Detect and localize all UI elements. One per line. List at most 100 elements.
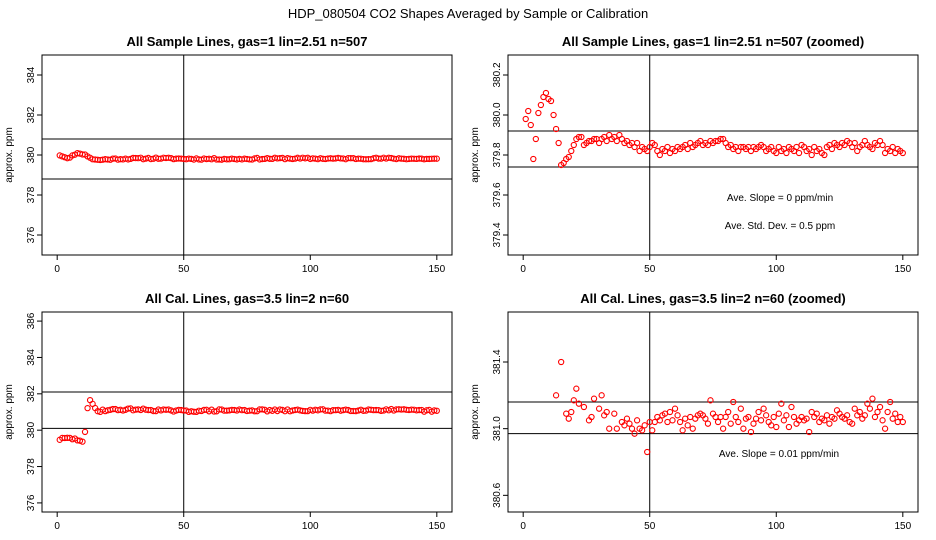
data-point	[664, 143, 671, 151]
data-point	[606, 425, 613, 432]
x-tick-label: 0	[520, 521, 526, 532]
data-point	[664, 418, 671, 426]
data-point	[570, 397, 577, 404]
data-point	[433, 407, 440, 414]
data-point	[871, 413, 879, 421]
data-point	[869, 145, 876, 153]
data-point	[684, 145, 691, 153]
y-tick-label: 376	[26, 226, 37, 243]
plot-frame	[41, 311, 453, 513]
data-point	[727, 420, 734, 427]
data-point	[590, 135, 598, 143]
data-point	[894, 418, 901, 426]
data-point	[611, 410, 618, 417]
chart-panel-3: All Cal. Lines, gas=3.5 lin=2 n=60 0 50 100…	[4, 291, 453, 532]
data-point	[656, 417, 664, 424]
data-point	[747, 428, 755, 436]
data-point	[525, 107, 532, 115]
data-point	[843, 412, 851, 419]
data-point	[775, 410, 782, 417]
plot-frame	[507, 311, 919, 513]
data-point	[783, 412, 790, 419]
data-point	[714, 418, 722, 426]
data-point	[633, 139, 641, 147]
data-point	[887, 398, 894, 406]
y-tick-label: 380.6	[492, 482, 503, 507]
data-point	[821, 151, 828, 159]
data-point	[712, 137, 719, 145]
x-tick-label: 150	[428, 264, 445, 275]
data-point	[86, 396, 94, 404]
data-point	[740, 425, 747, 432]
data-point	[851, 139, 858, 147]
x-tick-label: 50	[178, 264, 190, 275]
data-point	[788, 403, 795, 411]
chart-panel-4: All Cal. Lines, gas=3.5 lin=2 n=60 (zoom…	[470, 291, 919, 532]
panel-title: All Sample Lines, gas=1 lin=2.51 n=507 (…	[562, 34, 864, 49]
data-point	[84, 405, 91, 412]
y-tick-label: 381.4	[492, 349, 503, 374]
y-axis-label: approx. ppm	[4, 127, 15, 183]
data-point	[899, 418, 906, 426]
data-point	[631, 430, 638, 437]
panel-title: All Cal. Lines, gas=3.5 lin=2 n=60	[145, 291, 349, 306]
data-point	[806, 145, 813, 153]
data-point	[532, 135, 539, 143]
data-point	[760, 405, 767, 412]
x-tick-label: 50	[178, 521, 190, 532]
data-point	[755, 408, 762, 416]
y-tick-label: 380	[26, 421, 37, 438]
data-point	[750, 420, 757, 427]
x-tick-label: 100	[768, 521, 785, 532]
data-point	[547, 97, 555, 105]
y-axis-label: approx. ppm	[470, 127, 481, 183]
panel-title: All Cal. Lines, gas=3.5 lin=2 n=60 (zoom…	[580, 291, 846, 306]
data-point	[575, 400, 583, 407]
data-point	[892, 410, 899, 417]
data-point	[826, 420, 833, 427]
data-point	[828, 145, 836, 153]
data-point	[649, 427, 656, 434]
data-point	[603, 408, 610, 416]
x-tick-label: 100	[768, 264, 785, 275]
data-point	[732, 413, 739, 421]
data-point	[433, 155, 440, 162]
data-point	[707, 397, 714, 404]
x-tick-label: 0	[54, 264, 60, 275]
y-tick-label: 379.8	[492, 142, 503, 167]
data-point	[552, 125, 560, 133]
x-tick-label: 150	[894, 521, 911, 532]
data-point	[81, 428, 89, 436]
data-point	[676, 418, 684, 426]
data-point	[613, 425, 620, 432]
y-axis-label: approx. ppm	[4, 384, 15, 440]
data-point	[557, 358, 565, 366]
data-point	[897, 413, 904, 421]
y-tick-label: 384	[26, 349, 37, 366]
data-point	[869, 395, 876, 402]
data-point	[762, 412, 770, 419]
y-tick-label: 382	[26, 385, 37, 402]
data-point	[808, 151, 815, 159]
data-point	[735, 418, 742, 426]
data-point	[64, 155, 71, 162]
data-point	[679, 427, 686, 434]
data-point	[719, 425, 727, 432]
data-point	[565, 415, 572, 422]
y-tick-label: 380.0	[492, 102, 503, 127]
data-point	[628, 425, 636, 432]
data-point	[684, 422, 691, 429]
y-tick-label: 378	[26, 458, 37, 475]
data-point	[813, 410, 820, 417]
data-point	[565, 153, 572, 161]
data-point	[79, 438, 86, 445]
data-point	[575, 133, 583, 141]
data-point	[821, 417, 828, 424]
x-tick-label: 50	[644, 521, 656, 532]
data-point	[879, 417, 886, 424]
x-tick-label: 0	[520, 264, 526, 275]
data-point	[876, 403, 884, 411]
data-point	[778, 400, 785, 407]
data-point	[795, 149, 803, 157]
data-point	[803, 415, 810, 422]
